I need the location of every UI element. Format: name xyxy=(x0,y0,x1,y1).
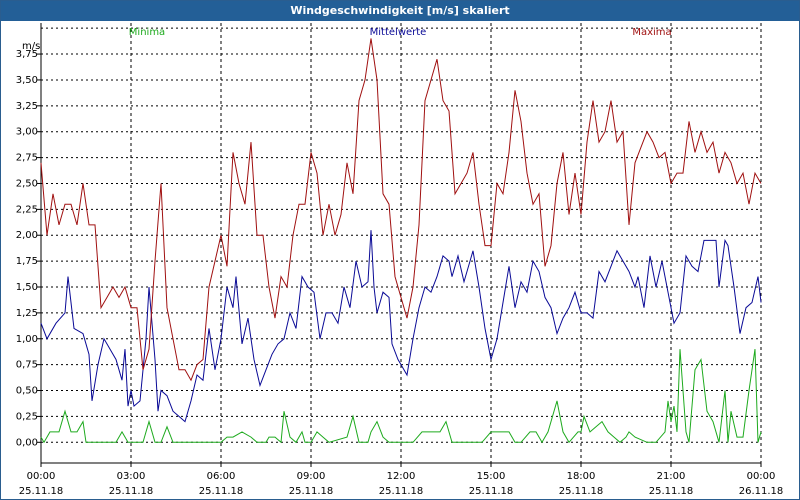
y-tick-label: 0,00 xyxy=(16,437,38,448)
legend-entry-maxima: Maxima xyxy=(632,27,671,38)
y-tick-label: 1,00 xyxy=(16,334,38,345)
y-tick-label: 3,75 xyxy=(16,49,38,60)
y-tick-label: 3,00 xyxy=(16,127,38,138)
y-tick-label: 2,00 xyxy=(16,230,38,241)
x-tick-time: 21:00 xyxy=(657,471,686,482)
y-axis-unit-label: m/s xyxy=(22,41,40,52)
y-tick-label: 2,50 xyxy=(16,178,38,189)
y-axis-ticks: 0,00 0,25 0,50 0,75 1,00 1,25 1,50 1,75 2,00 2,25… xyxy=(16,49,38,448)
y-tick-label: 3,50 xyxy=(16,75,38,86)
y-tick-label: 1,25 xyxy=(16,308,38,319)
y-tick-label: 1,50 xyxy=(16,282,38,293)
x-tick-date: 25.11.18 xyxy=(379,486,424,497)
legend-entry-minima: Minima xyxy=(129,27,165,38)
series-line-mittelwerte xyxy=(40,230,762,423)
x-tick-date: 25.11.18 xyxy=(469,486,514,497)
x-tick-time: 09:00 xyxy=(297,471,326,482)
x-tick-time: 00:00 xyxy=(27,471,56,482)
legend: Minima Mittelwerte Maxima xyxy=(129,27,672,38)
legend-entry-mittelwerte: Mittelwerte xyxy=(370,27,427,38)
y-tick-label: 2,25 xyxy=(16,204,38,215)
x-tick-time: 15:00 xyxy=(477,471,506,482)
x-tick-date: 25.11.18 xyxy=(109,486,154,497)
series-lines xyxy=(40,38,762,444)
y-tick-label: 0,25 xyxy=(16,411,38,422)
y-tick-label: 2,75 xyxy=(16,153,38,164)
y-tick-label: 0,75 xyxy=(16,360,38,371)
y-tick-label: 1,75 xyxy=(16,256,38,267)
x-tick-date: 26.11.18 xyxy=(739,486,784,497)
x-tick-date: 25.11.18 xyxy=(649,486,694,497)
x-tick-date: 25.11.18 xyxy=(559,486,604,497)
x-tick-time: 00:00 xyxy=(747,471,776,482)
grid xyxy=(37,23,762,467)
y-tick-label: 0,50 xyxy=(16,386,38,397)
x-tick-time: 06:00 xyxy=(207,471,236,482)
series-line-maxima xyxy=(40,38,762,382)
x-tick-time: 03:00 xyxy=(117,471,146,482)
x-tick-date: 25.11.18 xyxy=(199,486,244,497)
y-tick-label: 3,25 xyxy=(16,101,38,112)
window-title: Windgeschwindigkeit [m/s] skaliert xyxy=(1,1,799,21)
x-tick-date: 25.11.18 xyxy=(289,486,334,497)
x-axis-ticks: 00:00 25.11.18 03:00 25.11.18 06:00 25.11.18 0… xyxy=(19,471,784,497)
x-tick-time: 18:00 xyxy=(567,471,596,482)
series-line-minima xyxy=(40,349,762,444)
x-tick-time: 12:00 xyxy=(387,471,416,482)
x-tick-date: 25.11.18 xyxy=(19,486,64,497)
